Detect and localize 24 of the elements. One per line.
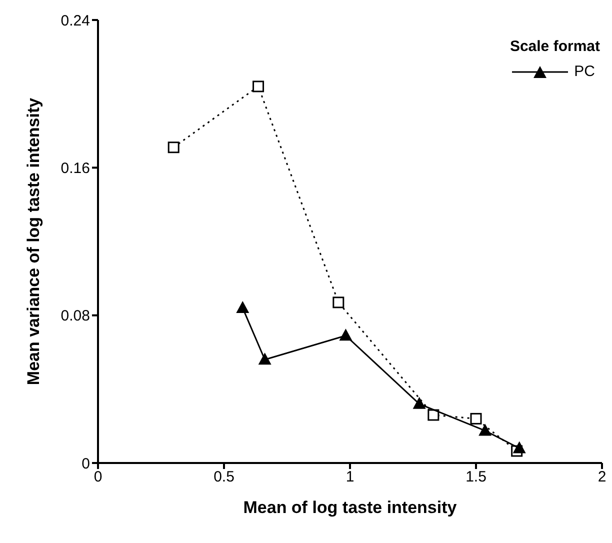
legend-title: Scale format [510, 38, 600, 55]
x-tick-label: 0 [94, 468, 102, 486]
x-tick-label: 2 [598, 468, 606, 486]
y-tick-label: 0.16 [60, 160, 90, 177]
x-tick-label: 1 [346, 468, 354, 486]
legend-label: PC [574, 63, 595, 80]
point [236, 300, 250, 313]
x-axis-title: Mean of log taste intensity [243, 498, 458, 517]
point [339, 328, 352, 341]
point [332, 296, 344, 308]
x-tick-label: 1.5 [466, 468, 486, 486]
point [470, 412, 482, 424]
x-tick-label: 0.5 [214, 468, 234, 486]
y-tick-label: 0.24 [60, 12, 90, 30]
point [428, 409, 440, 421]
point [512, 441, 526, 454]
point [258, 352, 272, 365]
y-tick-label: 0.08 [60, 308, 90, 325]
point [478, 424, 492, 436]
y-axis-title: Mean variance of log taste intensity [24, 97, 44, 386]
y-tick-label: 0 [82, 455, 90, 472]
point [252, 80, 264, 92]
point [412, 396, 426, 409]
point [168, 142, 180, 154]
